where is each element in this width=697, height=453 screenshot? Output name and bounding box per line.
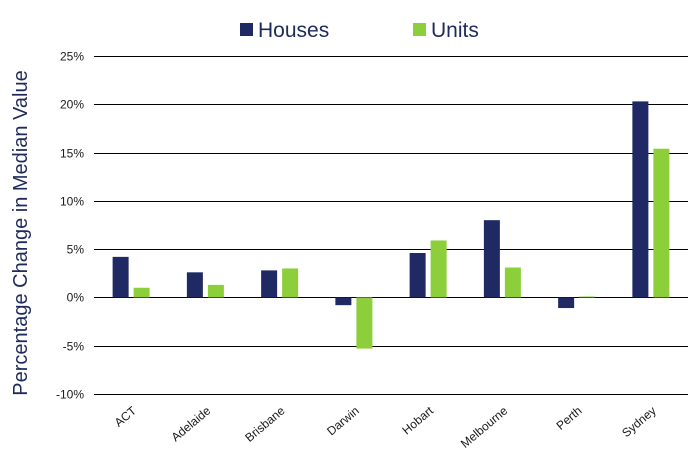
legend-label-units: Units	[431, 19, 479, 42]
bar-units-sydney	[653, 148, 670, 298]
y-axis-label: Percentage Change in Median Value	[10, 70, 32, 395]
bar-houses-brisbane	[261, 270, 278, 298]
x-tick-label: Hobart	[399, 403, 436, 437]
x-tick-label: Perth	[554, 404, 585, 433]
bar-units-darwin	[356, 297, 373, 349]
y-tick-label: 10%	[60, 195, 84, 209]
gridlines	[94, 56, 688, 395]
bar-units-adelaide	[207, 284, 224, 298]
legend-swatch-houses	[240, 23, 253, 36]
y-tick-label: 20%	[60, 98, 84, 112]
y-tick-label: -5%	[63, 340, 85, 354]
bar-units-perth	[579, 296, 596, 298]
x-tick-label: ACT	[112, 403, 140, 430]
bar-units-act	[133, 287, 150, 298]
y-tick-label: 5%	[67, 243, 85, 257]
bar-houses-darwin	[335, 297, 352, 306]
bar-houses-act	[112, 256, 129, 298]
bar-houses-hobart	[409, 253, 426, 298]
x-tick-label: Darwin	[324, 404, 362, 439]
y-axis-ticks: 25% 20% 15% 10% 5% 0% -5% -10%	[56, 50, 84, 402]
x-tick-label: Melbourne	[458, 403, 511, 450]
y-tick-label: 0%	[67, 291, 85, 305]
x-tick-label: Adelaide	[169, 403, 214, 444]
bar-houses-adelaide	[186, 272, 203, 298]
bars	[112, 101, 670, 349]
bar-units-hobart	[430, 240, 447, 298]
x-tick-label: Sydney	[619, 404, 659, 440]
x-axis-ticks: ACT Adelaide Brisbane Darwin Hobart Melbourne…	[112, 403, 659, 451]
bar-houses-perth	[558, 297, 575, 309]
bar-units-brisbane	[282, 268, 299, 298]
bar-houses-melbourne	[483, 220, 500, 298]
x-tick-label: Brisbane	[242, 403, 288, 444]
y-tick-label: -10%	[56, 388, 84, 402]
bar-units-melbourne	[504, 267, 521, 298]
legend-label-houses: Houses	[258, 19, 329, 42]
bar-houses-sydney	[632, 101, 649, 298]
legend-swatch-units	[413, 23, 426, 36]
legend: Houses Units	[240, 19, 479, 42]
y-tick-label: 25%	[60, 50, 84, 64]
y-tick-label: 15%	[60, 147, 84, 161]
